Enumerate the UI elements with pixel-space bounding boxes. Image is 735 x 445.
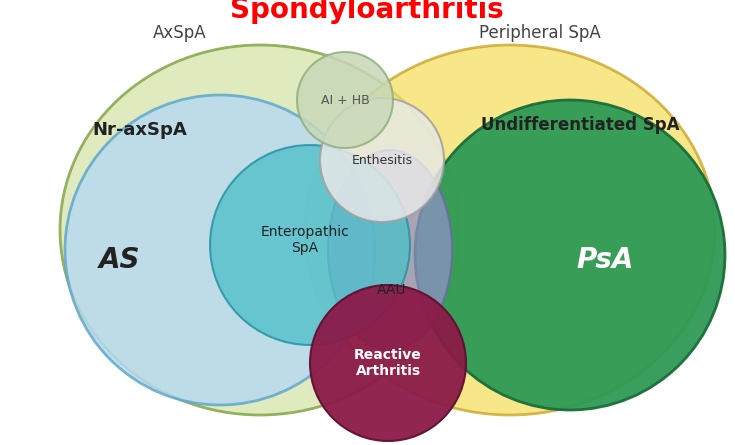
Ellipse shape: [320, 98, 444, 222]
Text: AI + HB: AI + HB: [320, 93, 370, 106]
Text: Reactive
Arthritis: Reactive Arthritis: [354, 348, 422, 378]
Text: AS: AS: [99, 246, 140, 274]
Text: Nr-axSpA: Nr-axSpA: [93, 121, 187, 139]
Ellipse shape: [65, 95, 375, 405]
Ellipse shape: [328, 150, 452, 350]
Text: Enthesitis: Enthesitis: [351, 154, 412, 166]
Text: PsA: PsA: [576, 246, 634, 274]
Ellipse shape: [305, 45, 715, 415]
Ellipse shape: [415, 100, 725, 410]
Text: AxSpA: AxSpA: [153, 24, 207, 42]
Ellipse shape: [210, 145, 410, 345]
Text: Enteropathic
SpA: Enteropathic SpA: [261, 225, 349, 255]
Text: Peripheral SpA: Peripheral SpA: [479, 24, 601, 42]
Text: AAU: AAU: [377, 283, 406, 297]
Ellipse shape: [60, 45, 460, 415]
Ellipse shape: [310, 285, 466, 441]
Text: Spondyloarthritis: Spondyloarthritis: [230, 0, 504, 24]
Ellipse shape: [297, 52, 393, 148]
Text: Undifferentiated SpA: Undifferentiated SpA: [481, 116, 679, 134]
